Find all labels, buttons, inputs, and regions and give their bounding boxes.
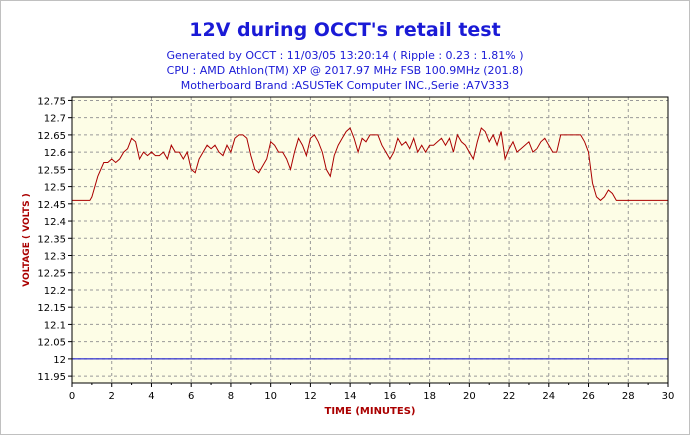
axes: 12.75 12.7 12.65 12.6 12.55 12.5 12.45 12.4 12.3…	[37, 96, 674, 402]
y-tick-label: 12.65	[37, 131, 66, 142]
y-tick-label: 12.35	[37, 234, 66, 245]
y-tick-label: 12.75	[37, 96, 66, 107]
y-tick-label: 12.45	[37, 200, 66, 211]
y-tick-label: 12.4	[44, 217, 66, 228]
series-lines	[72, 127, 668, 360]
plot-background	[72, 97, 668, 383]
y-tick-label: 12.05	[37, 338, 66, 349]
x-tick-label: 8	[228, 391, 234, 402]
chart-subtitle-line-2: CPU : AMD Athlon(TM) XP @ 2017.97 MHz FS…	[166, 64, 524, 77]
chart-subtitle-line-1: Generated by OCCT : 11/03/05 13:20:14 ( …	[166, 49, 524, 62]
x-tick-label: 24	[542, 391, 555, 402]
x-tick-label: 30	[662, 391, 675, 402]
chart-title: 12V during OCCT's retail test	[189, 19, 501, 41]
x-tick-label: 6	[188, 391, 194, 402]
x-tick-label: 16	[383, 391, 396, 402]
x-tick-label: 26	[582, 391, 595, 402]
x-tick-label: 12	[304, 391, 317, 402]
y-tick-label: 12.5	[44, 183, 66, 194]
y-tick-label: 12	[53, 355, 66, 366]
x-tick-label: 4	[148, 391, 154, 402]
y-tick-label: 12.7	[44, 114, 66, 125]
y-tick-label: 12.55	[37, 165, 66, 176]
y-axis-label: VOLTAGE ( VOLTS )	[22, 193, 32, 287]
y-tick-label: 11.95	[37, 372, 66, 383]
x-axis-label: TIME (MINUTES)	[325, 406, 416, 417]
y-tick-label: 12.3	[44, 252, 66, 263]
y-tick-label: 12.25	[37, 269, 66, 280]
x-tick-label: 20	[463, 391, 476, 402]
chart-subtitle-line-3: Motherboard Brand :ASUSTeK Computer INC.…	[180, 79, 510, 92]
x-tick-label: 22	[503, 391, 516, 402]
plot-border	[71, 96, 669, 384]
plot-area	[72, 97, 668, 383]
x-tick-label: 2	[109, 391, 115, 402]
y-tick-label: 12.15	[37, 303, 66, 314]
x-tick-label: 14	[344, 391, 357, 402]
x-tick-label: 28	[622, 391, 635, 402]
x-tick-label: 18	[423, 391, 436, 402]
x-tick-label: 0	[69, 391, 75, 402]
x-tick-label: 10	[264, 391, 277, 402]
y-tick-label: 12.2	[44, 286, 66, 297]
y-tick-label: 12.1	[44, 320, 66, 331]
y-tick-label: 12.6	[44, 148, 66, 159]
voltage-series-line	[72, 127, 668, 202]
